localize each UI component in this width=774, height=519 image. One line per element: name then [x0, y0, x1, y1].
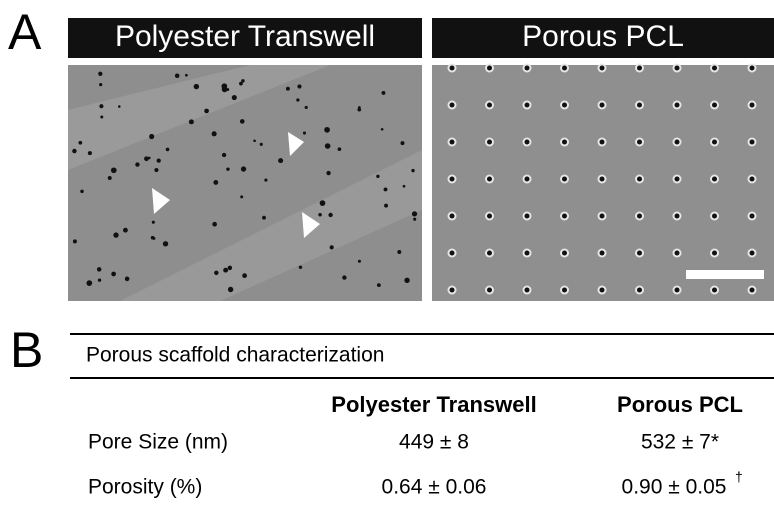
scale-bar — [686, 270, 764, 279]
sem-image — [68, 65, 422, 301]
cell: 532 ± 7* — [641, 431, 719, 454]
table-title: Porous scaffold characterization — [86, 344, 384, 367]
cell: 449 ± 8 — [399, 431, 469, 454]
image-title: Porous PCL — [522, 20, 684, 53]
page: A Polyester Transwell Porous PCL B Porou… — [0, 0, 774, 514]
panel-label: A — [8, 4, 42, 60]
figure: A Polyester Transwell Porous PCL B Porou… — [0, 0, 774, 514]
column-header: Porous PCL — [617, 392, 743, 417]
image-title: Polyester Transwell — [115, 20, 375, 53]
panel-label: B — [10, 322, 43, 378]
row-label: Porosity (%) — [88, 476, 202, 499]
column-header: Polyester Transwell — [331, 392, 536, 417]
footnote-mark: † — [735, 469, 743, 485]
sem-image — [432, 64, 774, 302]
cell: 0.90 ± 0.05 — [622, 476, 727, 499]
cell: 0.64 ± 0.06 — [382, 476, 487, 499]
row-label: Pore Size (nm) — [88, 431, 228, 454]
